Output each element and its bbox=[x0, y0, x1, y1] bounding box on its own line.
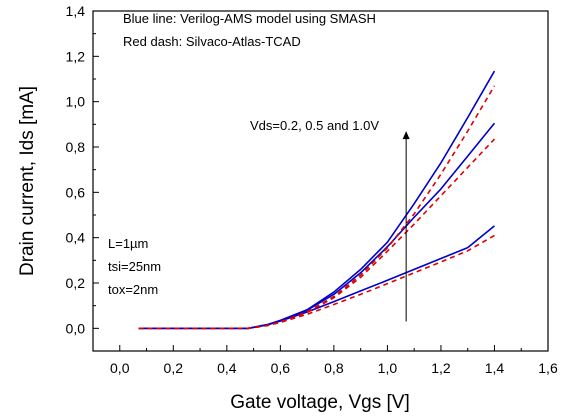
x-tick-label: 0,8 bbox=[324, 360, 344, 376]
x-axis-title: Gate voltage, Vgs [V] bbox=[230, 392, 410, 413]
series-line-4 bbox=[138, 234, 495, 330]
series-line-5 bbox=[138, 138, 496, 330]
y-tick-label: 1,2 bbox=[66, 48, 86, 64]
series-line-2 bbox=[138, 122, 496, 330]
y-axis-title: Drain current, Ids [mA] bbox=[17, 86, 38, 276]
x-tick-label: 1,4 bbox=[485, 360, 505, 376]
x-axis-ticks: 0,0 0,2 0,4 0,6 0,8 1,0 1,2 1,4 1,6 bbox=[110, 345, 558, 376]
y-tick-label: 0,2 bbox=[66, 275, 86, 291]
vds-arrow-head bbox=[402, 131, 410, 140]
y-tick-label: 1,0 bbox=[66, 94, 86, 110]
series-line-3 bbox=[138, 70, 496, 330]
param-tsi: tsi=25nm bbox=[108, 259, 161, 274]
x-tick-label: 0,2 bbox=[164, 360, 184, 376]
param-length: L=1µm bbox=[108, 236, 148, 251]
legend-text-red: Red dash: Silvaco-Atlas-TCAD bbox=[123, 34, 301, 49]
x-tick-label: 1,6 bbox=[538, 360, 558, 376]
y-tick-label: 0,6 bbox=[66, 184, 86, 200]
y-tick-label: 1,4 bbox=[66, 3, 86, 19]
x-tick-label: 1,0 bbox=[378, 360, 398, 376]
series-line-1 bbox=[138, 225, 495, 330]
y-tick-label: 0,4 bbox=[66, 230, 86, 246]
vds-annotation: Vds=0.2, 0.5 and 1.0V bbox=[250, 118, 379, 133]
legend-text-blue: Blue line: Verilog-AMS model using SMASH bbox=[123, 11, 376, 26]
x-tick-label: 0,4 bbox=[217, 360, 237, 376]
param-tox: tox=2nm bbox=[108, 282, 158, 297]
y-tick-label: 0,0 bbox=[66, 320, 86, 336]
series-line-6 bbox=[138, 85, 496, 330]
x-tick-label: 0,0 bbox=[110, 360, 130, 376]
x-tick-label: 1,2 bbox=[431, 360, 451, 376]
y-axis-ticks: 0,0 0,2 0,4 0,6 0,8 1,0 1,2 1,4 bbox=[66, 3, 99, 336]
plot-area-frame bbox=[92, 10, 549, 352]
y-tick-label: 0,8 bbox=[66, 139, 86, 155]
x-tick-label: 0,6 bbox=[271, 360, 291, 376]
series-lines bbox=[138, 70, 496, 330]
